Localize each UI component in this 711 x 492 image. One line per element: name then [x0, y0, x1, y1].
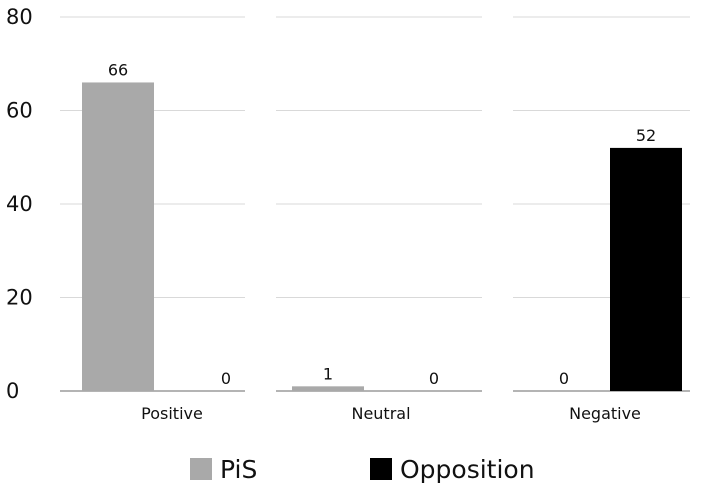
legend-label-opposition: Opposition: [400, 454, 535, 484]
y-tick-label-80: 80: [6, 5, 33, 29]
data-label-pis-negative: 0: [559, 369, 569, 388]
bar-chart: 0 20 40 60 80 66 1 0 0 0 52 Positive Neutral Negative: [6, 5, 690, 423]
data-label-opposition-positive: 0: [221, 369, 231, 388]
x-tick-label-neutral: Neutral: [351, 404, 410, 423]
data-label-pis-neutral: 1: [323, 364, 333, 383]
bar-pis-neutral: [292, 386, 364, 391]
legend-item-opposition: Opposition: [370, 452, 535, 486]
y-tick-label-60: 60: [6, 99, 33, 123]
legend-swatch-pis: [190, 458, 212, 480]
y-tick-label-20: 20: [6, 286, 33, 310]
bar-opposition-negative: [610, 147, 682, 391]
legend-swatch-opposition: [370, 458, 392, 480]
legend: PiS Opposition: [0, 452, 711, 492]
y-tick-label-0: 0: [6, 379, 19, 403]
y-tick-label-40: 40: [6, 192, 33, 216]
data-label-opposition-negative: 52: [636, 126, 656, 145]
legend-label-pis: PiS: [220, 454, 258, 484]
x-tick-label-negative: Negative: [569, 404, 641, 423]
data-label-pis-positive: 66: [108, 60, 128, 79]
bar-pis-positive: [82, 82, 154, 391]
data-label-opposition-neutral: 0: [429, 369, 439, 388]
legend-item-pis: PiS: [190, 452, 257, 486]
x-tick-label-positive: Positive: [141, 404, 203, 423]
